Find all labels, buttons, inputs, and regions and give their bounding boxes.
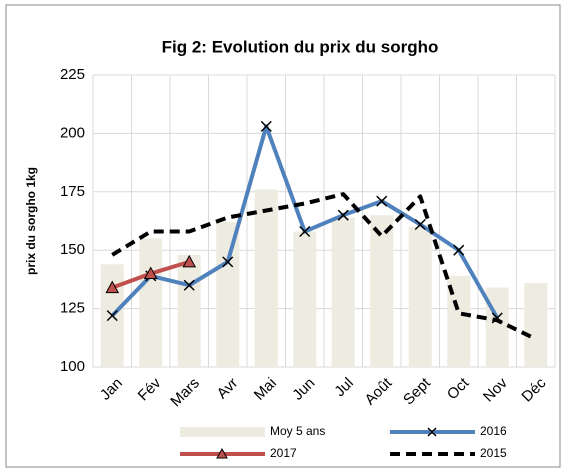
y-tick-label: 150	[60, 241, 85, 258]
line	[111, 192, 537, 341]
y-tick-label: 175	[60, 183, 85, 200]
marker	[414, 218, 426, 231]
marker	[143, 266, 158, 280]
marker	[106, 310, 118, 322]
bar	[216, 222, 240, 367]
marker-stroke	[299, 225, 311, 238]
bar	[370, 215, 394, 367]
legend-swatch	[180, 427, 265, 437]
y-tick-label: 225	[60, 66, 85, 83]
marker	[453, 244, 465, 256]
marker-stroke	[222, 256, 234, 268]
marker	[105, 280, 120, 294]
marker-stroke	[183, 279, 195, 291]
marker	[376, 195, 388, 207]
legend-marker	[427, 427, 437, 437]
chart-title: Fig 2: Evolution du prix du sorgho	[162, 37, 439, 56]
marker-stroke	[260, 120, 272, 132]
y-tick-label: 100	[60, 358, 85, 375]
bar	[524, 282, 548, 367]
legend-marker	[216, 447, 228, 459]
marker-stroke	[376, 195, 388, 207]
legend-label: 2017	[270, 446, 297, 460]
marker	[260, 120, 272, 132]
y-tick-label: 200	[60, 124, 85, 141]
bar	[177, 254, 201, 367]
bar	[408, 226, 432, 367]
bar	[447, 275, 471, 367]
bar	[254, 189, 278, 367]
marker	[337, 209, 349, 221]
marker	[182, 254, 197, 268]
bar	[139, 238, 163, 367]
bar	[293, 231, 317, 367]
marker	[222, 256, 234, 268]
legend-label: Moy 5 ans	[270, 424, 325, 438]
chart-border	[5, 4, 561, 468]
bar	[485, 287, 509, 367]
y-axis-label: prix du sorgho 1kg	[24, 167, 38, 275]
marker	[299, 225, 311, 238]
marker-stroke	[453, 244, 465, 256]
legend-label: 2016	[480, 424, 507, 438]
bar	[331, 217, 355, 367]
marker-stroke	[106, 310, 118, 322]
marker-stroke	[337, 209, 349, 221]
marker-stroke	[414, 218, 426, 231]
marker	[183, 279, 195, 291]
legend-label: 2015	[480, 446, 507, 460]
y-tick-label: 125	[60, 300, 85, 317]
